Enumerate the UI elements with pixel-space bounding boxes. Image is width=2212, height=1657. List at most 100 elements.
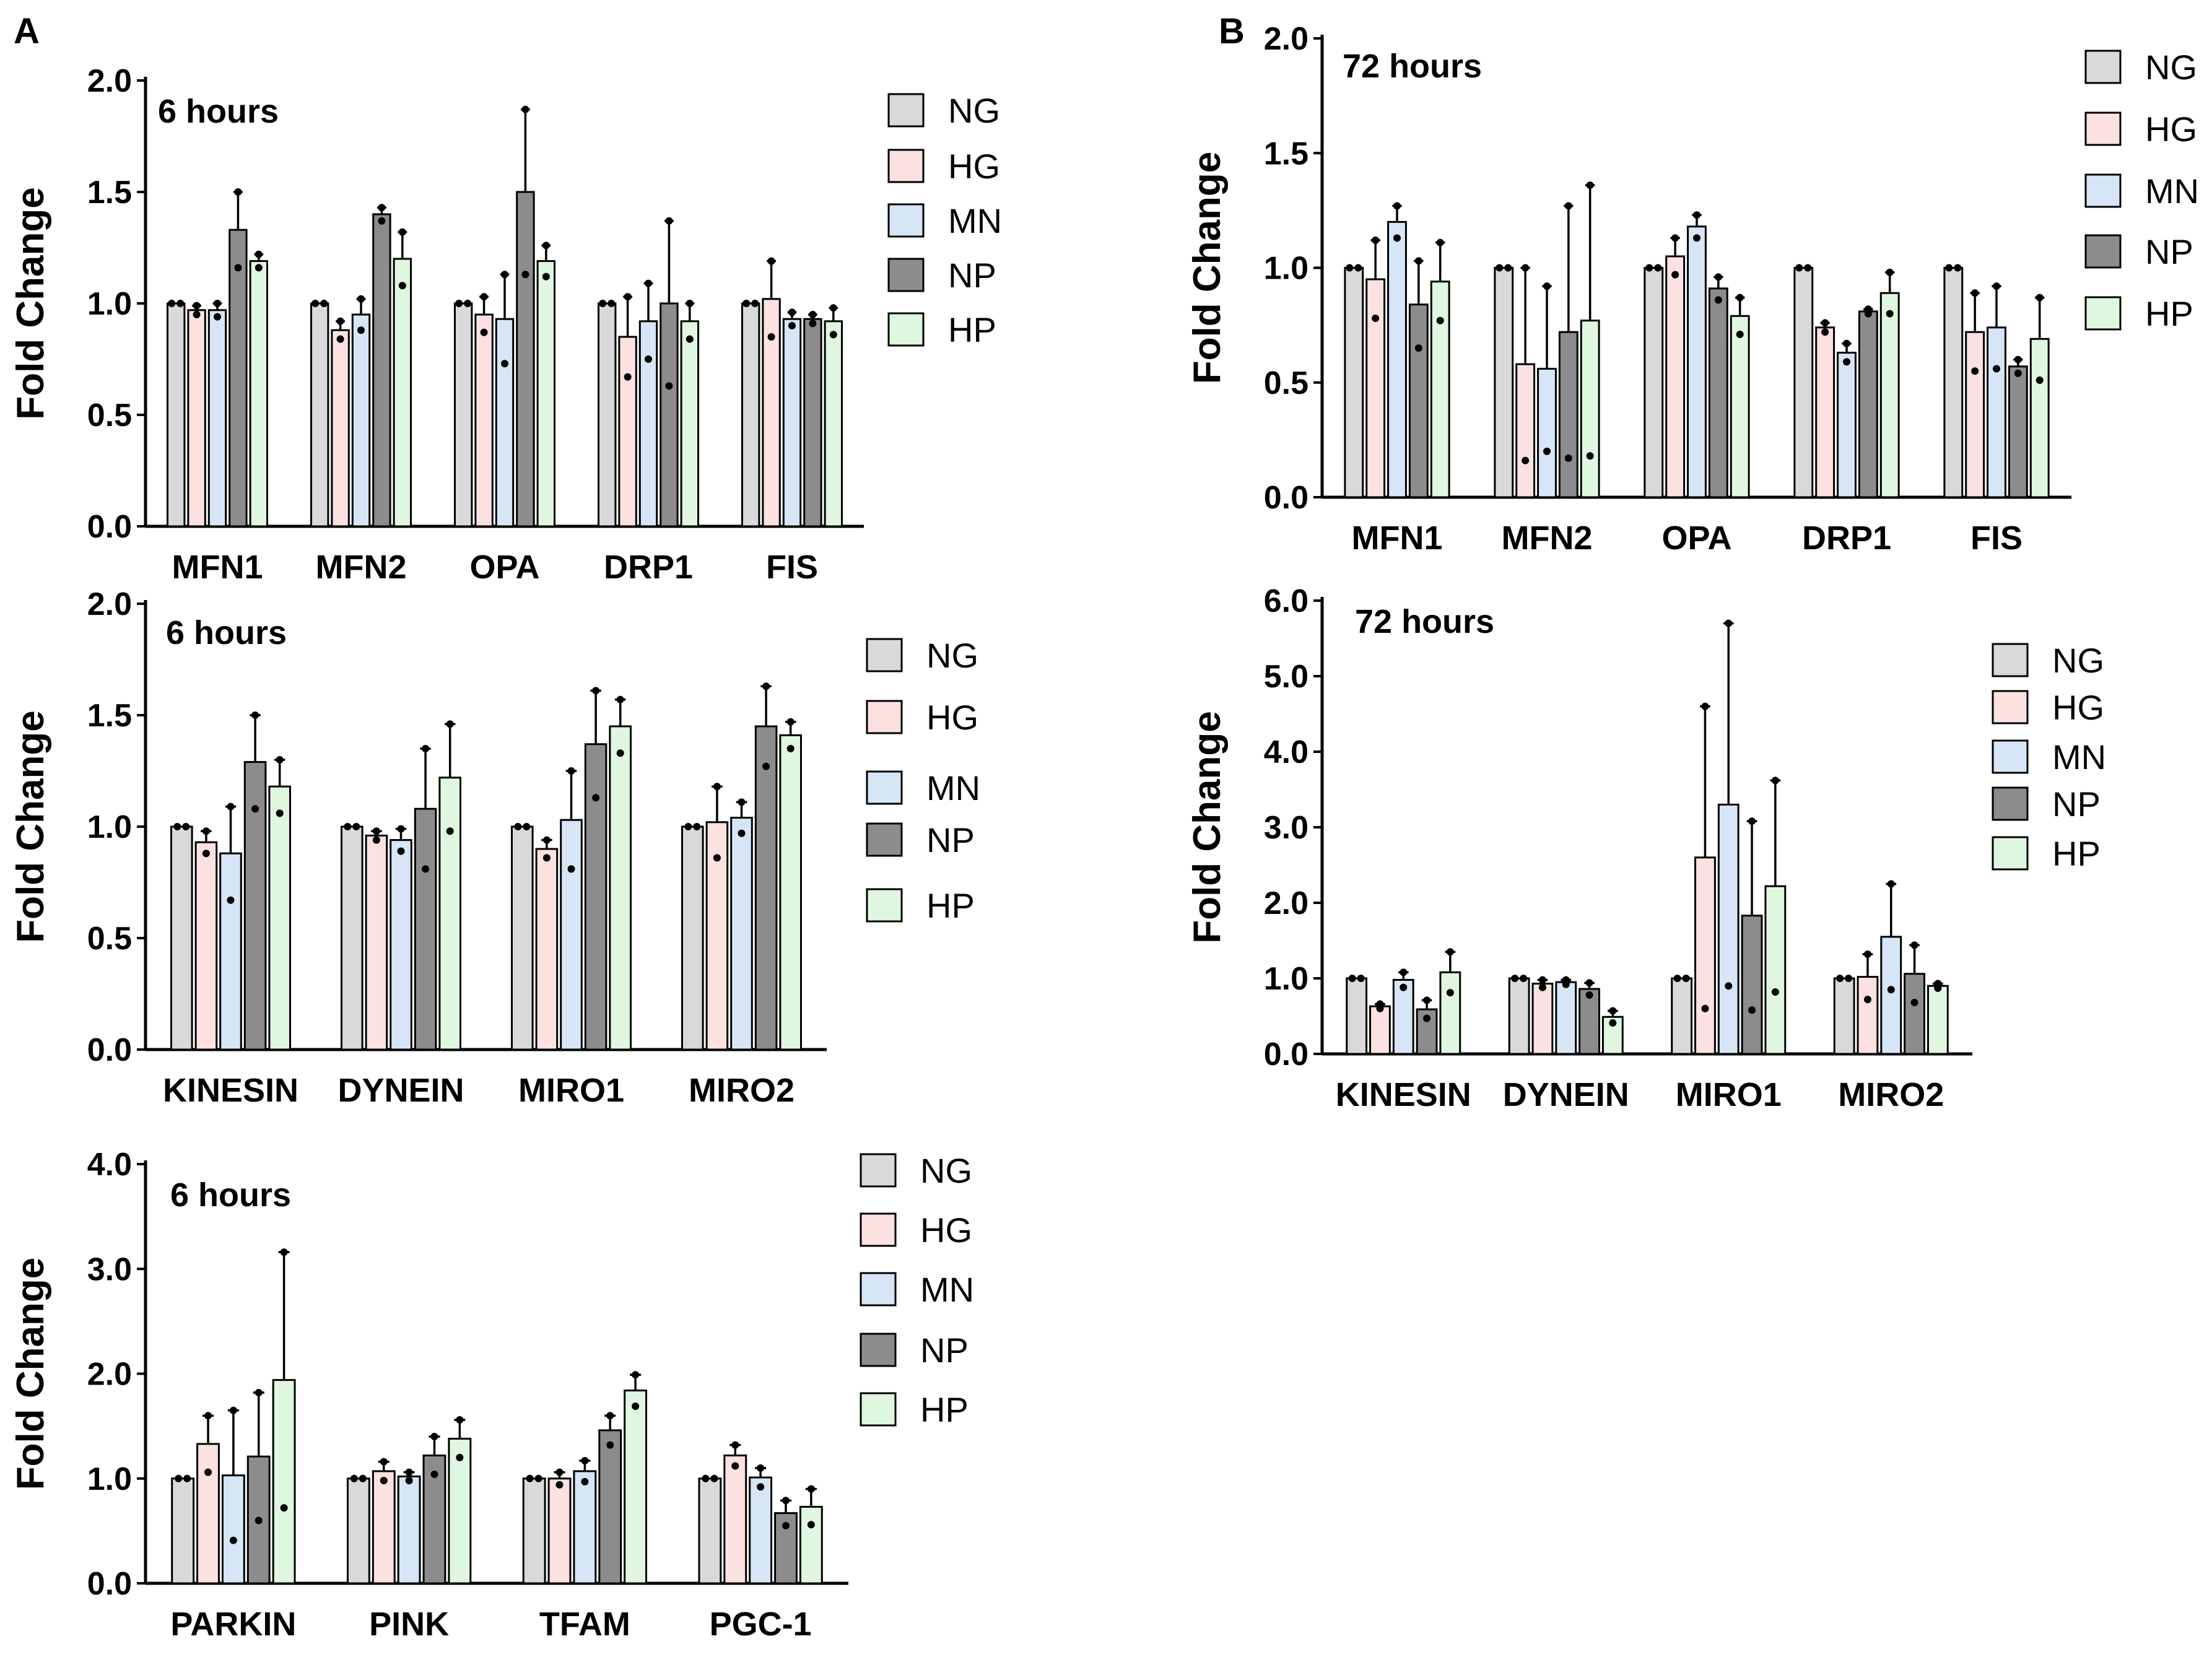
data-point [782,1497,790,1505]
bar-mn-dynein [390,839,412,1051]
category-label-kinesin: KINESIN [163,1072,298,1109]
data-point [311,300,320,307]
data-point [592,794,600,802]
data-point [397,825,405,833]
legend-swatch-mn [866,770,903,805]
data-point [1564,454,1572,463]
data-point [176,300,185,307]
data-point [632,1371,640,1379]
data-point [1771,988,1779,996]
data-point [2014,369,2022,377]
data-point [624,373,632,381]
y-tick-label: 4.0 [87,1147,132,1183]
data-point [430,1470,438,1478]
legend-swatch-ng [860,1153,897,1188]
legend-label-hg: HG [920,1211,972,1250]
legend-label-mn: MN [926,768,980,807]
data-point [1693,234,1700,242]
legend-swatch-hg [2084,111,2122,146]
data-point [1910,999,1918,1007]
legend-swatch-hp [887,312,925,347]
category-label-pink: PINK [369,1606,449,1643]
legend-swatch-mn [2084,173,2122,208]
data-point [1673,975,1681,982]
bar-hg-kinesin [194,841,218,1051]
data-point [782,1521,790,1529]
bar-hg-parkin [196,1443,220,1585]
bar-ng-drp1 [597,302,617,528]
data-point [592,687,600,695]
data-point [1376,1004,1384,1012]
data-point [1436,238,1444,246]
legend-label-mn: MN [948,201,1002,240]
data-point [255,250,263,258]
data-point [214,300,221,307]
data-point [767,257,775,265]
data-point [168,300,176,307]
legend-swatch-np [887,258,925,292]
bar-mn-drp1 [1837,352,1857,498]
bar-hp-tfam [624,1390,648,1585]
data-point [521,271,529,279]
legend-swatch-hg [866,700,903,734]
data-point [526,1474,534,1482]
data-point [398,282,406,290]
data-point [710,1474,718,1482]
bar-np-mfn1 [1408,303,1429,498]
data-point [713,783,721,791]
data-point [751,300,759,307]
bar-hg-drp1 [1815,326,1835,498]
data-point [1795,264,1803,272]
bar-np-miro2 [754,725,778,1051]
bar-np-dynein [414,807,437,1051]
data-point [686,300,694,307]
bar-ng-miro1 [511,825,534,1051]
category-label-miro1: MIRO1 [518,1072,624,1109]
legend-swatch-hp [866,888,903,923]
data-point [1863,996,1871,1004]
data-point [534,1474,542,1482]
data-point [607,300,616,307]
bar-hg-miro2 [1857,976,1879,1055]
bar-hg-fis [1965,331,1985,498]
data-point [380,1477,388,1485]
data-point [757,1483,765,1491]
data-point [1863,950,1871,958]
data-point [1348,975,1356,982]
legend-swatch-np [2084,234,2122,269]
data-point [1993,282,2000,290]
data-point [193,302,201,310]
y-tick-label: 0.0 [1264,1037,1308,1072]
data-point [1971,367,1979,375]
legend-label-hg: HG [2145,110,2197,149]
data-point [786,745,795,752]
bar-hp-miro2 [779,734,803,1051]
legend-swatch-np [866,822,903,857]
data-point [378,204,386,212]
bar-ng-mfn2 [310,302,329,528]
data-point [1423,1014,1431,1022]
y-tick-label: 1.5 [87,698,132,734]
data-point [1538,983,1546,991]
data-point [1522,456,1530,464]
bar-hg-dynein [365,834,388,1051]
data-point [359,1474,367,1482]
bar-mn-opa [495,318,515,528]
legend-label-hp: HP [926,886,975,925]
data-point [501,271,508,279]
data-point [1511,975,1519,982]
y-axis-label: Fold Change [9,1258,52,1490]
data-point [229,1536,237,1544]
legend-swatch-ng [1992,643,2029,677]
time-annotation: 6 hours [170,1176,291,1214]
data-point [446,827,454,835]
data-point [1586,181,1594,189]
category-label-miro2: MIRO2 [689,1072,795,1109]
bar-mn-fis [782,318,802,528]
data-point [227,802,235,811]
data-point [1393,234,1401,242]
bar-np-miro2 [1904,973,1925,1055]
data-point [234,264,242,272]
data-point [430,1433,438,1441]
bar-hg-kinesin [1369,1005,1391,1055]
